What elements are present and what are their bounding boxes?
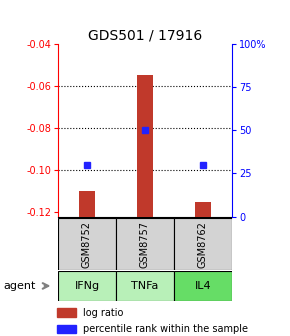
Bar (58, 271, 116, 301)
Bar (174, 218, 232, 270)
Text: agent: agent (3, 281, 35, 291)
Bar (174, 271, 232, 301)
Text: IFNg: IFNg (75, 281, 99, 291)
Text: GSM8762: GSM8762 (198, 221, 208, 268)
Bar (116, 271, 174, 301)
Text: GSM8752: GSM8752 (82, 221, 92, 268)
Text: IL4: IL4 (195, 281, 211, 291)
Bar (137, 75, 153, 217)
Text: percentile rank within the sample: percentile rank within the sample (83, 324, 248, 334)
Bar (195, 202, 211, 217)
Bar (57, 325, 76, 333)
Title: GDS501 / 17916: GDS501 / 17916 (88, 29, 202, 43)
Text: TNFa: TNFa (131, 281, 159, 291)
Text: GSM8757: GSM8757 (140, 221, 150, 268)
Bar (116, 218, 174, 270)
Bar (58, 218, 116, 270)
Bar (79, 192, 95, 217)
Text: log ratio: log ratio (83, 308, 124, 319)
Bar (57, 308, 76, 317)
